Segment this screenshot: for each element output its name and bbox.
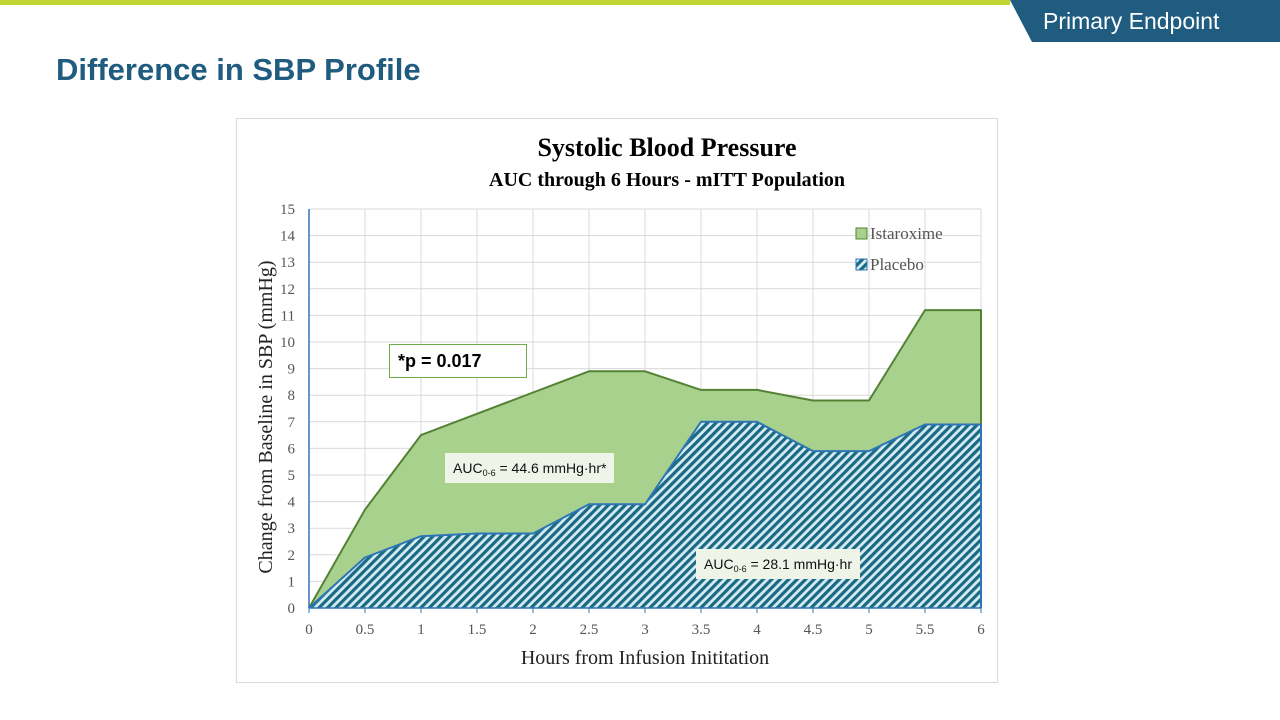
auc-placebo-prefix: AUC — [704, 556, 734, 572]
y-tick-label: 9 — [288, 362, 296, 378]
chart-subtitle: AUC through 6 Hours - mITT Population — [489, 169, 845, 191]
x-tick-label: 0 — [305, 622, 313, 638]
y-tick-label: 8 — [288, 388, 296, 404]
x-tick-label: 2 — [529, 622, 537, 638]
line-istaroxime — [308, 309, 982, 609]
y-tick-label: 4 — [288, 495, 296, 511]
legend-label-istaroxime: Istaroxime — [870, 224, 943, 243]
y-tick-label: 3 — [288, 521, 296, 537]
x-tick-label: 2.5 — [580, 622, 599, 638]
legend: Istaroxime Placebo — [855, 224, 943, 274]
y-tick-label: 2 — [288, 548, 296, 564]
line-placebo — [308, 420, 982, 609]
y-tick-label: 6 — [288, 441, 296, 457]
x-tick-label: 4.5 — [804, 622, 823, 638]
chart-frame: Systolic Blood Pressure AUC through 6 Ho… — [236, 118, 998, 683]
y-tick-label: 15 — [280, 202, 295, 218]
legend-swatch-istaroxime — [855, 227, 868, 240]
x-tick-label: 1.5 — [468, 622, 487, 638]
x-axis-label: Hours from Infusion Inititation — [521, 647, 769, 669]
x-tick-label: 1 — [417, 622, 425, 638]
y-tick-label: 0 — [288, 601, 296, 617]
x-tick-label: 3.5 — [692, 622, 711, 638]
section-tag-label: Primary Endpoint — [1043, 8, 1220, 34]
x-tick-label: 5.5 — [916, 622, 935, 638]
auc-istaroxime-subscript: 0-6 — [482, 468, 496, 478]
y-axis-label: Change from Baseline in SBP (mmHg) — [255, 260, 277, 573]
y-tick-label: 12 — [280, 282, 295, 298]
y-tick-label: 11 — [281, 308, 295, 324]
y-tick-label: 1 — [288, 574, 296, 590]
legend-label-placebo: Placebo — [870, 255, 924, 274]
legend-swatch-placebo — [855, 258, 868, 271]
p-value-callout: *p = 0.017 — [389, 344, 527, 378]
x-tick-label: 3 — [641, 622, 649, 638]
x-tick-label: 4 — [753, 622, 761, 638]
x-tick-label: 0.5 — [356, 622, 375, 638]
sbp-area-chart: Systolic Blood Pressure AUC through 6 Ho… — [255, 133, 985, 669]
x-tick-labels: 0 0.5 1 1.5 2 2.5 3 3.5 4 4.5 5 5.5 6 — [305, 622, 985, 638]
y-tick-label: 5 — [288, 468, 296, 484]
y-tick-label: 10 — [280, 335, 295, 351]
auc-placebo-subscript: 0-6 — [733, 564, 747, 574]
auc-placebo-label: AUC0-6 = 28.1 mmHg·hr — [696, 549, 861, 579]
y-tick-label: 14 — [280, 229, 296, 245]
slide-title: Difference in SBP Profile — [56, 52, 421, 87]
section-tag: Primary Endpoint — [1010, 0, 1280, 42]
auc-istaroxime-label: AUC0-6 = 44.6 mmHg·hr* — [445, 453, 615, 483]
y-tick-label: 13 — [280, 255, 295, 271]
auc-istaroxime-value: = 44.6 mmHg·hr* — [495, 460, 607, 476]
top-accent-rule — [0, 0, 1010, 5]
y-tick-label: 7 — [288, 415, 296, 431]
x-tick-label: 5 — [865, 622, 873, 638]
x-tick-label: 6 — [977, 622, 985, 638]
chart-title: Systolic Blood Pressure — [537, 133, 796, 162]
axes — [308, 209, 982, 613]
auc-placebo-value: = 28.1 mmHg·hr — [746, 556, 853, 572]
auc-istaroxime-prefix: AUC — [453, 460, 483, 476]
section-tag-shape — [1010, 0, 1280, 42]
